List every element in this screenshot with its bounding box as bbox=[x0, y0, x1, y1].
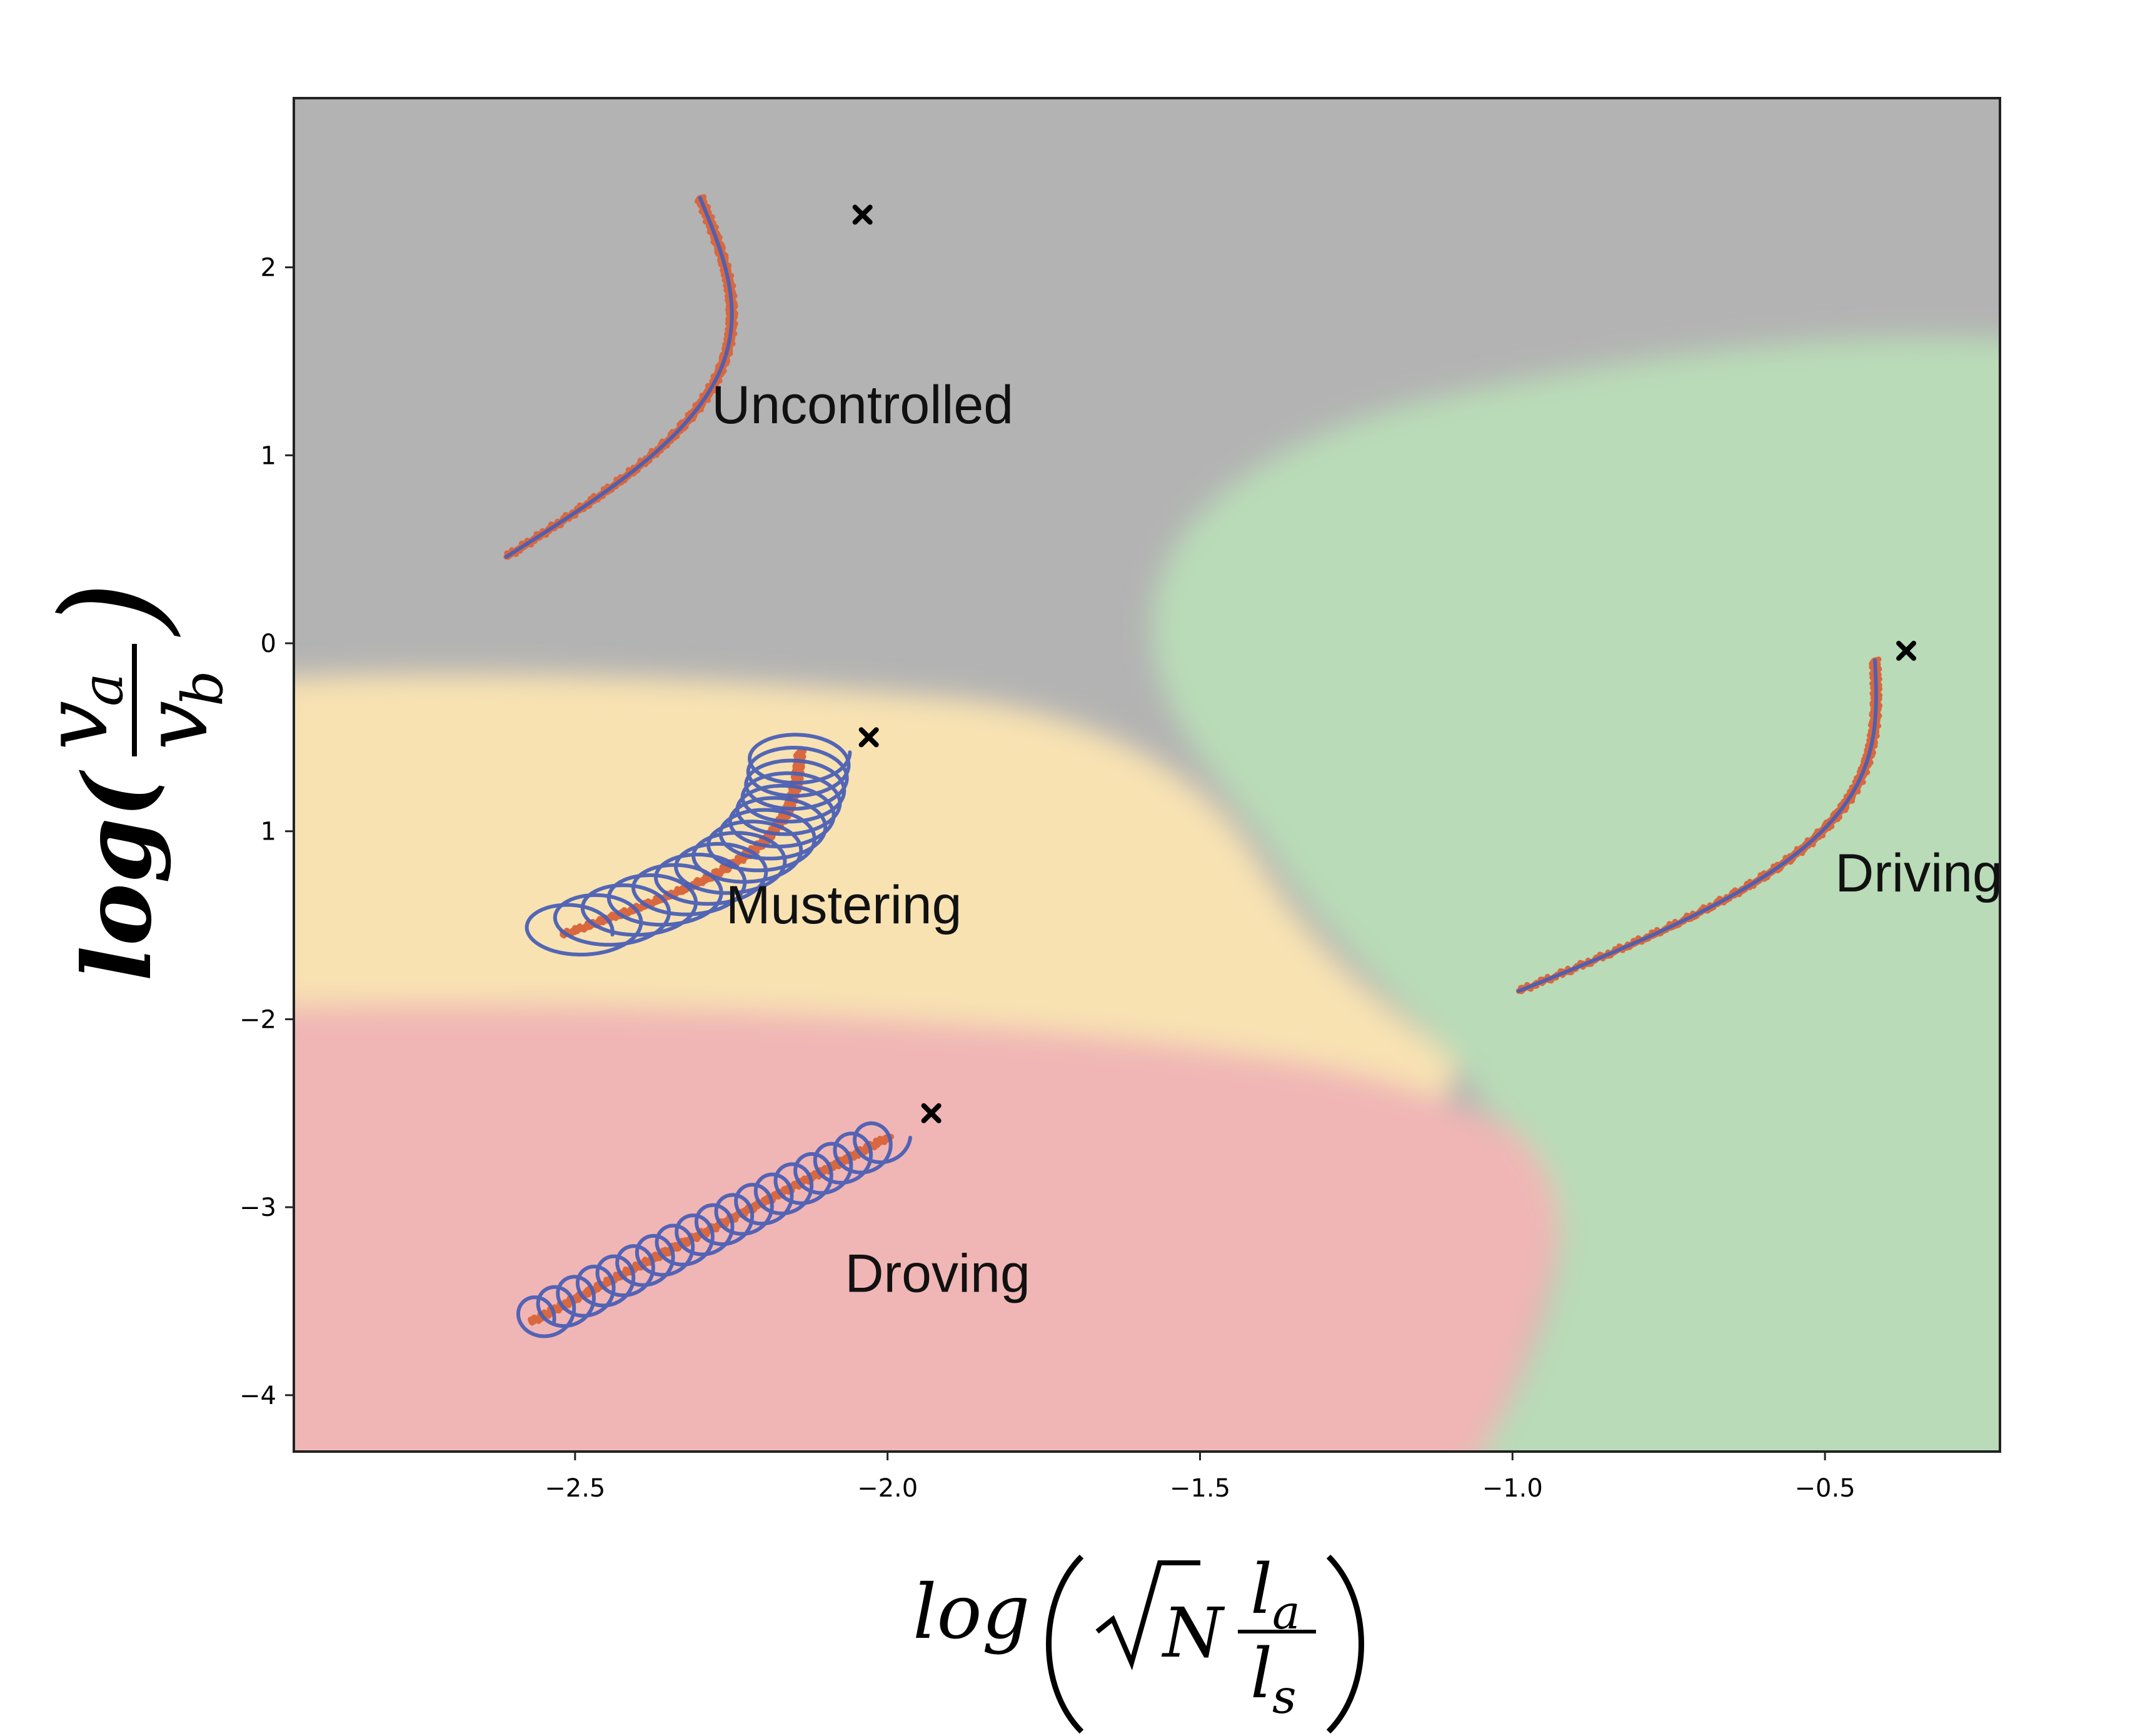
y-label-prefix: log( bbox=[63, 770, 173, 981]
y-label-numerator: v bbox=[26, 701, 128, 750]
trajectory-line-mustering bbox=[525, 733, 852, 956]
target-x-marker bbox=[858, 727, 879, 748]
region-label-droving: Droving bbox=[845, 1243, 1030, 1303]
y-label-numerator-sub: a bbox=[70, 673, 136, 706]
region-droving-fill bbox=[294, 1004, 1559, 1452]
region-labels: Uncontrolled Mustering Driving Droving bbox=[711, 375, 2002, 1303]
trajectory-line-uncontrolled bbox=[504, 196, 734, 559]
y-label-denominator-sub: b bbox=[170, 670, 236, 706]
y-label-denominator: v bbox=[126, 701, 228, 750]
x-label-denominator: l bbox=[1250, 1633, 1272, 1713]
x-axis-label: log N l a l s bbox=[913, 1549, 1364, 1734]
x-tick-label: −2.5 bbox=[545, 1474, 605, 1503]
x-label-numerator: l bbox=[1250, 1549, 1272, 1629]
y-label-suffix: ) bbox=[32, 581, 192, 637]
x-tick-label: −2.0 bbox=[857, 1474, 918, 1503]
region-label-uncontrolled: Uncontrolled bbox=[711, 375, 1013, 435]
x-tick-label: −1.0 bbox=[1482, 1474, 1543, 1503]
region-label-mustering: Mustering bbox=[726, 875, 962, 935]
x-label-radicand: N bbox=[1161, 1593, 1225, 1673]
y-tick-label: 1 bbox=[261, 818, 276, 846]
x-label-sqrt-sign bbox=[1095, 1560, 1200, 1670]
x-axis-ticks: −2.5 −2.0 −1.5 −1.0 −0.5 bbox=[545, 1452, 1856, 1503]
region-mustering-fill bbox=[294, 673, 1455, 1116]
target-marker-layer bbox=[852, 204, 1917, 1123]
y-tick-label: −2 bbox=[239, 1005, 276, 1034]
y-tick-label: 1 bbox=[261, 441, 276, 470]
y-tick-label: −4 bbox=[239, 1382, 276, 1410]
trajectory-line-droving bbox=[516, 1121, 912, 1338]
target-x-marker bbox=[852, 204, 873, 225]
plot-frame bbox=[293, 97, 2001, 1453]
target-x-marker bbox=[921, 1103, 942, 1123]
phase-regions bbox=[294, 98, 2000, 1452]
x-tick-label: −0.5 bbox=[1795, 1474, 1856, 1503]
x-label-left-paren bbox=[1046, 1554, 1084, 1734]
y-axis-label: log( v a v b ) bbox=[26, 581, 236, 981]
x-tick-label: −1.5 bbox=[1170, 1474, 1230, 1503]
y-tick-label: 2 bbox=[261, 254, 276, 283]
x-label-right-paren bbox=[1326, 1554, 1364, 1734]
y-axis-ticks: 2 1 0 1 −2 −3 −4 bbox=[239, 254, 294, 1410]
y-tick-label: −3 bbox=[239, 1193, 276, 1222]
x-label-prefix: log bbox=[913, 1569, 1030, 1656]
trajectory-line-driving bbox=[1517, 658, 1878, 993]
region-driving-fill bbox=[1152, 337, 2000, 1452]
region-label-driving: Driving bbox=[1835, 843, 2002, 903]
y-tick-label: 0 bbox=[261, 630, 276, 658]
trajectory-layer bbox=[503, 194, 1883, 1338]
target-x-marker bbox=[1896, 641, 1917, 661]
x-label-denominator-sub: s bbox=[1272, 1669, 1297, 1724]
